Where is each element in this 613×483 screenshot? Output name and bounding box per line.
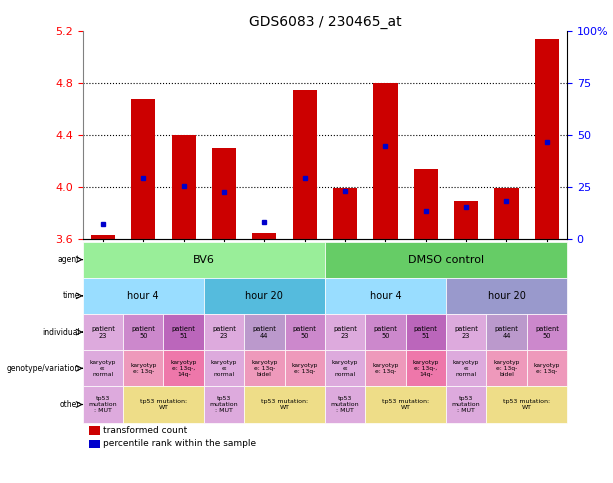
Text: DMSO control: DMSO control [408, 255, 484, 265]
Bar [253, 233, 276, 239]
Text: tp53 mutation:
WT: tp53 mutation: WT [382, 399, 429, 410]
Text: patient
51: patient 51 [172, 326, 196, 339]
Text: karyotyp
e:
normal: karyotyp e: normal [453, 360, 479, 377]
Text: karyotyp
e:
normal: karyotyp e: normal [211, 360, 237, 377]
Text: patient
23: patient 23 [212, 326, 236, 339]
Text: patient
44: patient 44 [253, 326, 276, 339]
Text: karyotyp
e: 13q-: karyotyp e: 13q- [372, 363, 398, 374]
Text: hour 20: hour 20 [487, 291, 525, 301]
Text: hour 4: hour 4 [370, 291, 402, 301]
Bar [91, 235, 115, 239]
Text: karyotyp
e: 13q-,
14q-: karyotyp e: 13q-, 14q- [170, 360, 197, 377]
Text: karyotyp
e: 13q-
bidel: karyotyp e: 13q- bidel [251, 360, 278, 377]
Bar [131, 99, 156, 239]
Text: tp53 mutation:
WT: tp53 mutation: WT [261, 399, 308, 410]
Text: karyotyp
e:
normal: karyotyp e: normal [89, 360, 116, 377]
Text: BV6: BV6 [193, 255, 215, 265]
Text: time: time [63, 291, 80, 300]
Text: transformed count: transformed count [103, 426, 187, 435]
Title: GDS6083 / 230465_at: GDS6083 / 230465_at [249, 15, 401, 29]
Text: patient
23: patient 23 [91, 326, 115, 339]
Text: other: other [59, 400, 80, 409]
Text: patient
50: patient 50 [535, 326, 559, 339]
Text: hour 4: hour 4 [128, 291, 159, 301]
Text: percentile rank within the sample: percentile rank within the sample [103, 440, 256, 448]
Bar [292, 90, 317, 239]
Bar [172, 135, 196, 239]
Text: patient
44: patient 44 [495, 326, 519, 339]
Text: genotype/variation: genotype/variation [7, 364, 80, 373]
Bar [373, 84, 397, 239]
Text: patient
50: patient 50 [373, 326, 397, 339]
Bar [535, 39, 559, 239]
Text: patient
50: patient 50 [131, 326, 155, 339]
Text: tp53
mutation
: MUT: tp53 mutation : MUT [89, 396, 117, 413]
Text: patient
51: patient 51 [414, 326, 438, 339]
Text: tp53
mutation
: MUT: tp53 mutation : MUT [210, 396, 238, 413]
Text: agent: agent [58, 255, 80, 264]
Text: karyotyp
e: 13q-: karyotyp e: 13q- [534, 363, 560, 374]
Text: tp53 mutation:
WT: tp53 mutation: WT [140, 399, 187, 410]
Bar [333, 188, 357, 239]
Bar [414, 169, 438, 239]
Text: tp53
mutation
: MUT: tp53 mutation : MUT [331, 396, 359, 413]
Bar [212, 148, 236, 239]
Text: karyotyp
e: 13q-
bidel: karyotyp e: 13q- bidel [493, 360, 520, 377]
Text: karyotyp
e:
normal: karyotyp e: normal [332, 360, 358, 377]
Text: karyotyp
e: 13q-: karyotyp e: 13q- [292, 363, 318, 374]
Text: individual: individual [42, 327, 80, 337]
Text: hour 20: hour 20 [245, 291, 283, 301]
Text: tp53
mutation
: MUT: tp53 mutation : MUT [452, 396, 481, 413]
Text: tp53 mutation:
WT: tp53 mutation: WT [503, 399, 550, 410]
Bar [454, 201, 478, 239]
Text: karyotyp
e: 13q-,
14q-: karyotyp e: 13q-, 14q- [413, 360, 439, 377]
Text: karyotyp
e: 13q-: karyotyp e: 13q- [130, 363, 156, 374]
Text: patient
23: patient 23 [454, 326, 478, 339]
Text: patient
23: patient 23 [333, 326, 357, 339]
Bar [494, 188, 519, 239]
Text: patient
50: patient 50 [293, 326, 317, 339]
